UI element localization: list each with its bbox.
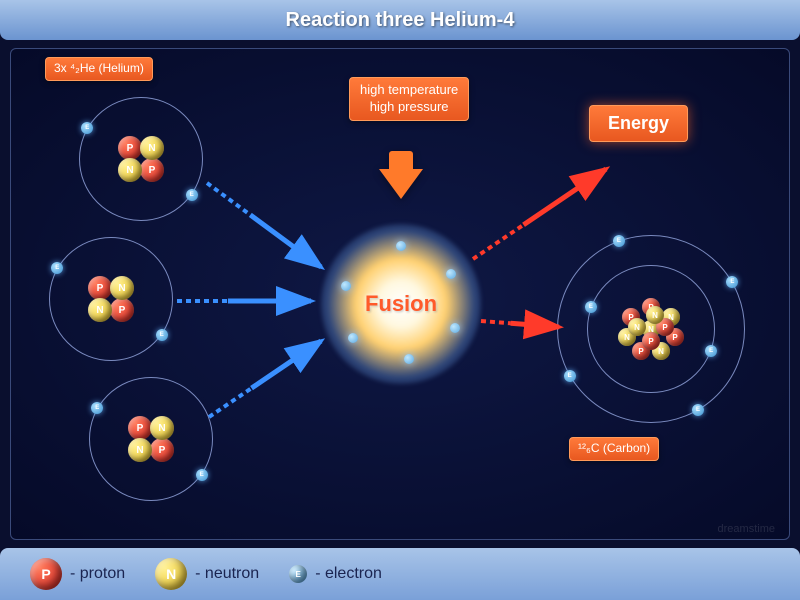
- proton-icon: P: [30, 558, 62, 590]
- legend-proton: P - proton: [30, 558, 125, 590]
- legend-neutron: N - neutron: [155, 558, 259, 590]
- legend-neutron-label: - neutron: [195, 565, 259, 583]
- electron-icon: E: [289, 565, 307, 583]
- diagram-canvas: dreamstime EEPPNNEEPPNNEEPPNNEEEEEEPNPNP…: [10, 48, 790, 540]
- neutron-icon: N: [155, 558, 187, 590]
- legend-bar: P - proton N - neutron E - electron: [0, 548, 800, 600]
- legend-electron-label: - electron: [315, 565, 382, 583]
- header-bar: Reaction three Helium-4: [0, 0, 800, 40]
- page-title: Reaction three Helium-4: [286, 9, 515, 32]
- arrow-out-carbon: [11, 49, 789, 539]
- legend-electron: E - electron: [289, 565, 382, 583]
- legend-proton-label: - proton: [70, 565, 125, 583]
